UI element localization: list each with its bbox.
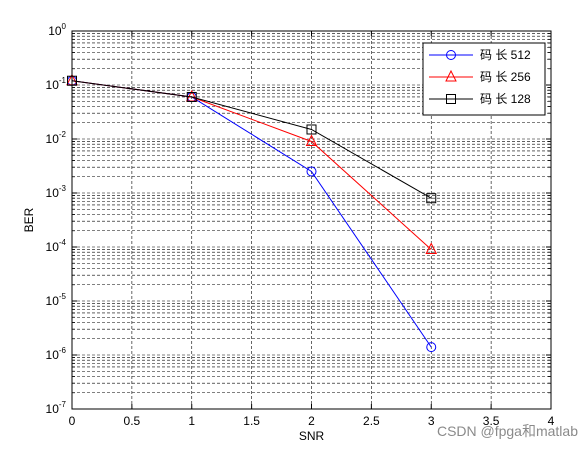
x-tick-label: 3.5 [483, 414, 500, 428]
y-tick-label: 10-4 [46, 238, 67, 254]
x-tick-label: 2.5 [363, 414, 380, 428]
data-point [425, 242, 438, 254]
x-tick-label: 0.5 [124, 414, 141, 428]
y-tick-label: 10-2 [46, 130, 67, 146]
legend-label: 码 长 256 [480, 70, 531, 84]
data-point [306, 166, 317, 177]
legend-label: 码 长 512 [480, 48, 531, 62]
legend-label: 码 长 128 [480, 92, 531, 106]
legend-entry: 码 长 128 [429, 92, 531, 106]
y-axis-label: BER [22, 207, 36, 232]
legend-marker [445, 69, 457, 82]
legend-entry: 码 长 256 [429, 69, 531, 84]
x-tick-label: 4 [548, 414, 555, 428]
x-axis-label: SNR [299, 429, 325, 443]
legend-marker [446, 50, 456, 60]
y-tick-label: 10-3 [46, 184, 67, 200]
legend-entry: 码 长 512 [429, 48, 531, 62]
y-tick-label: 10-5 [46, 292, 67, 308]
x-tick-label: 3 [428, 414, 435, 428]
y-tick-label: 100 [48, 22, 66, 38]
x-tick-label: 0 [69, 414, 76, 428]
legend: 码 长 512 码 长 256 码 长 128 [422, 42, 546, 116]
data-point [426, 342, 437, 353]
watermark: CSDN @fpga和matlab [437, 423, 578, 439]
data-point [306, 124, 317, 135]
x-tick-label: 1.5 [243, 414, 260, 428]
data-point [426, 193, 437, 204]
series-line [71, 80, 432, 199]
data-point [305, 134, 318, 146]
y-tick-label: 10-1 [46, 76, 67, 92]
x-tick-label: 2 [308, 414, 315, 428]
data-point [186, 91, 197, 102]
ticks: 0 0.5 1 1.5 2 2.5 3 3.5 4 100 10-1 10-2 10-3 10-4 10-5… [46, 22, 555, 428]
x-tick-label: 1 [188, 414, 195, 428]
y-tick-label: 10-6 [46, 346, 67, 362]
y-tick-label: 10-7 [46, 400, 67, 416]
legend-marker [446, 94, 456, 104]
